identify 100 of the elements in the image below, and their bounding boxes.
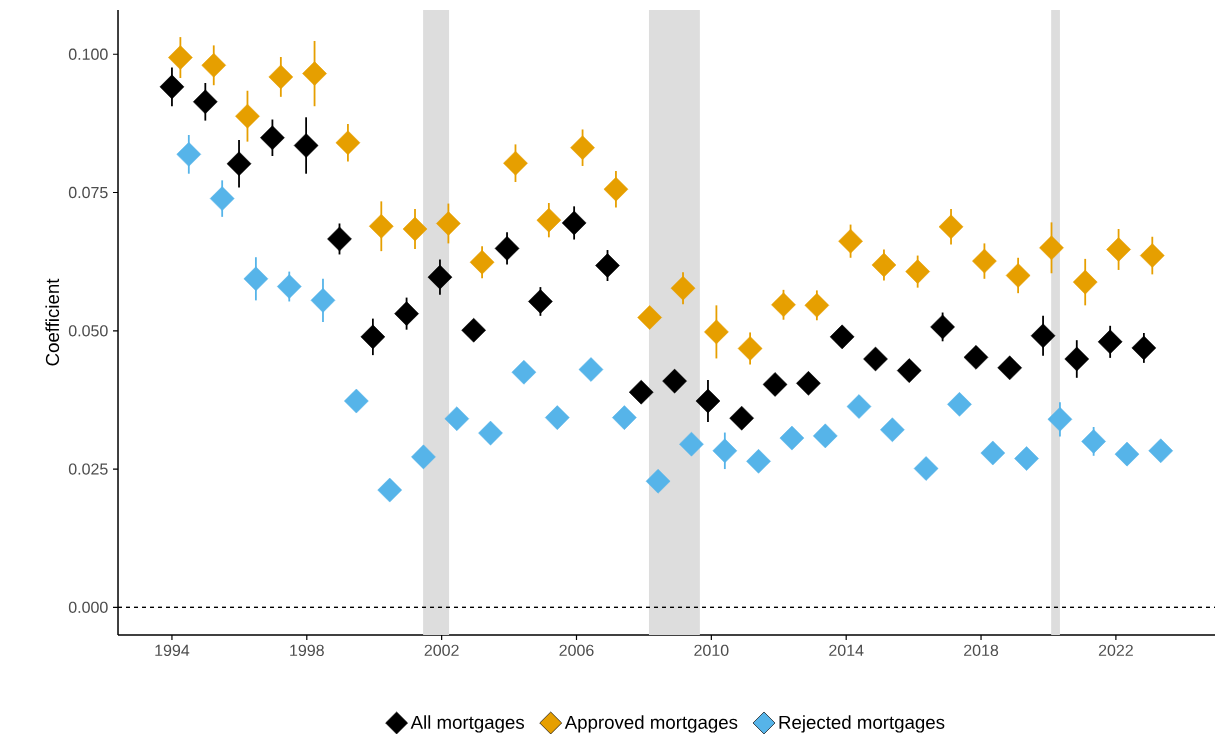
x-tick-label: 2022 xyxy=(1098,644,1133,657)
point xyxy=(1131,335,1157,361)
point xyxy=(796,371,821,396)
point xyxy=(1140,243,1165,268)
point xyxy=(1005,263,1031,288)
point xyxy=(536,207,562,233)
point xyxy=(377,477,403,503)
point xyxy=(461,317,486,343)
point xyxy=(838,228,863,254)
point xyxy=(645,468,671,494)
point xyxy=(846,394,872,419)
point xyxy=(193,89,218,115)
point xyxy=(804,293,830,318)
point xyxy=(1014,446,1039,471)
x-tick-label: 1994 xyxy=(155,644,190,657)
x-tick-label: 2002 xyxy=(424,644,459,657)
legend-label: Rejected mortgages xyxy=(779,715,945,733)
point xyxy=(344,388,369,414)
point xyxy=(1114,441,1140,467)
x-tick-label: 2018 xyxy=(964,644,999,657)
point xyxy=(176,142,202,167)
point xyxy=(444,406,470,432)
point xyxy=(746,449,771,474)
point xyxy=(168,45,193,70)
point xyxy=(302,61,327,86)
point xyxy=(963,345,989,370)
point xyxy=(779,425,805,451)
point xyxy=(310,288,336,313)
point xyxy=(637,305,662,330)
y-tick-label: 0.050 xyxy=(68,325,108,337)
point xyxy=(528,289,553,314)
point xyxy=(628,379,654,405)
point xyxy=(243,266,269,292)
point xyxy=(427,264,453,290)
point xyxy=(1047,406,1073,432)
point xyxy=(980,440,1006,466)
point xyxy=(695,388,721,414)
point xyxy=(494,236,520,261)
point xyxy=(938,214,964,240)
point xyxy=(762,372,788,397)
x-tick-label: 2010 xyxy=(694,644,729,657)
point xyxy=(871,252,897,278)
point xyxy=(1081,429,1106,454)
point xyxy=(327,226,352,252)
point xyxy=(209,186,235,211)
legend-label: Approved mortgages xyxy=(564,715,738,733)
point xyxy=(1148,438,1174,464)
point xyxy=(578,357,604,382)
point xyxy=(1072,269,1098,295)
point xyxy=(612,405,637,430)
point xyxy=(293,133,319,158)
point xyxy=(704,319,729,345)
point xyxy=(503,150,528,176)
point xyxy=(268,64,294,90)
point xyxy=(411,444,436,470)
point xyxy=(829,324,855,350)
point xyxy=(662,368,687,394)
point xyxy=(1106,237,1131,262)
point xyxy=(276,274,302,299)
point xyxy=(511,359,537,385)
point xyxy=(335,130,361,156)
point xyxy=(603,176,629,202)
point xyxy=(1039,235,1064,261)
point xyxy=(360,324,386,350)
point xyxy=(260,125,285,151)
point xyxy=(595,253,620,278)
point xyxy=(570,135,595,160)
point xyxy=(896,358,922,383)
x-tick-label: 1998 xyxy=(290,644,324,657)
point xyxy=(201,53,227,78)
point xyxy=(930,314,955,340)
point xyxy=(679,431,704,457)
point xyxy=(478,420,503,446)
point xyxy=(771,292,796,318)
point xyxy=(1064,346,1090,372)
y-tick-label: 0.000 xyxy=(68,601,108,613)
point xyxy=(1097,329,1123,355)
point xyxy=(670,275,696,301)
y-tick-label: 0.075 xyxy=(68,186,108,199)
point xyxy=(972,248,997,274)
point xyxy=(402,216,428,242)
legend-label: All mortgages xyxy=(410,715,525,733)
point xyxy=(235,103,260,129)
point xyxy=(737,336,763,361)
point xyxy=(159,74,185,100)
y-axis-title: Coefficient xyxy=(45,278,60,366)
point xyxy=(469,249,495,275)
y-tick-label: 0.100 xyxy=(68,48,108,60)
x-tick-label: 2006 xyxy=(559,644,594,657)
x-tick-label: 2014 xyxy=(829,644,864,657)
point xyxy=(813,423,838,449)
point xyxy=(729,405,754,431)
point xyxy=(863,346,888,372)
y-tick-label: 0.025 xyxy=(68,463,108,475)
point xyxy=(947,392,972,417)
point xyxy=(913,456,939,481)
point xyxy=(561,210,587,236)
point xyxy=(369,213,394,239)
point xyxy=(544,405,570,430)
point xyxy=(712,438,738,464)
